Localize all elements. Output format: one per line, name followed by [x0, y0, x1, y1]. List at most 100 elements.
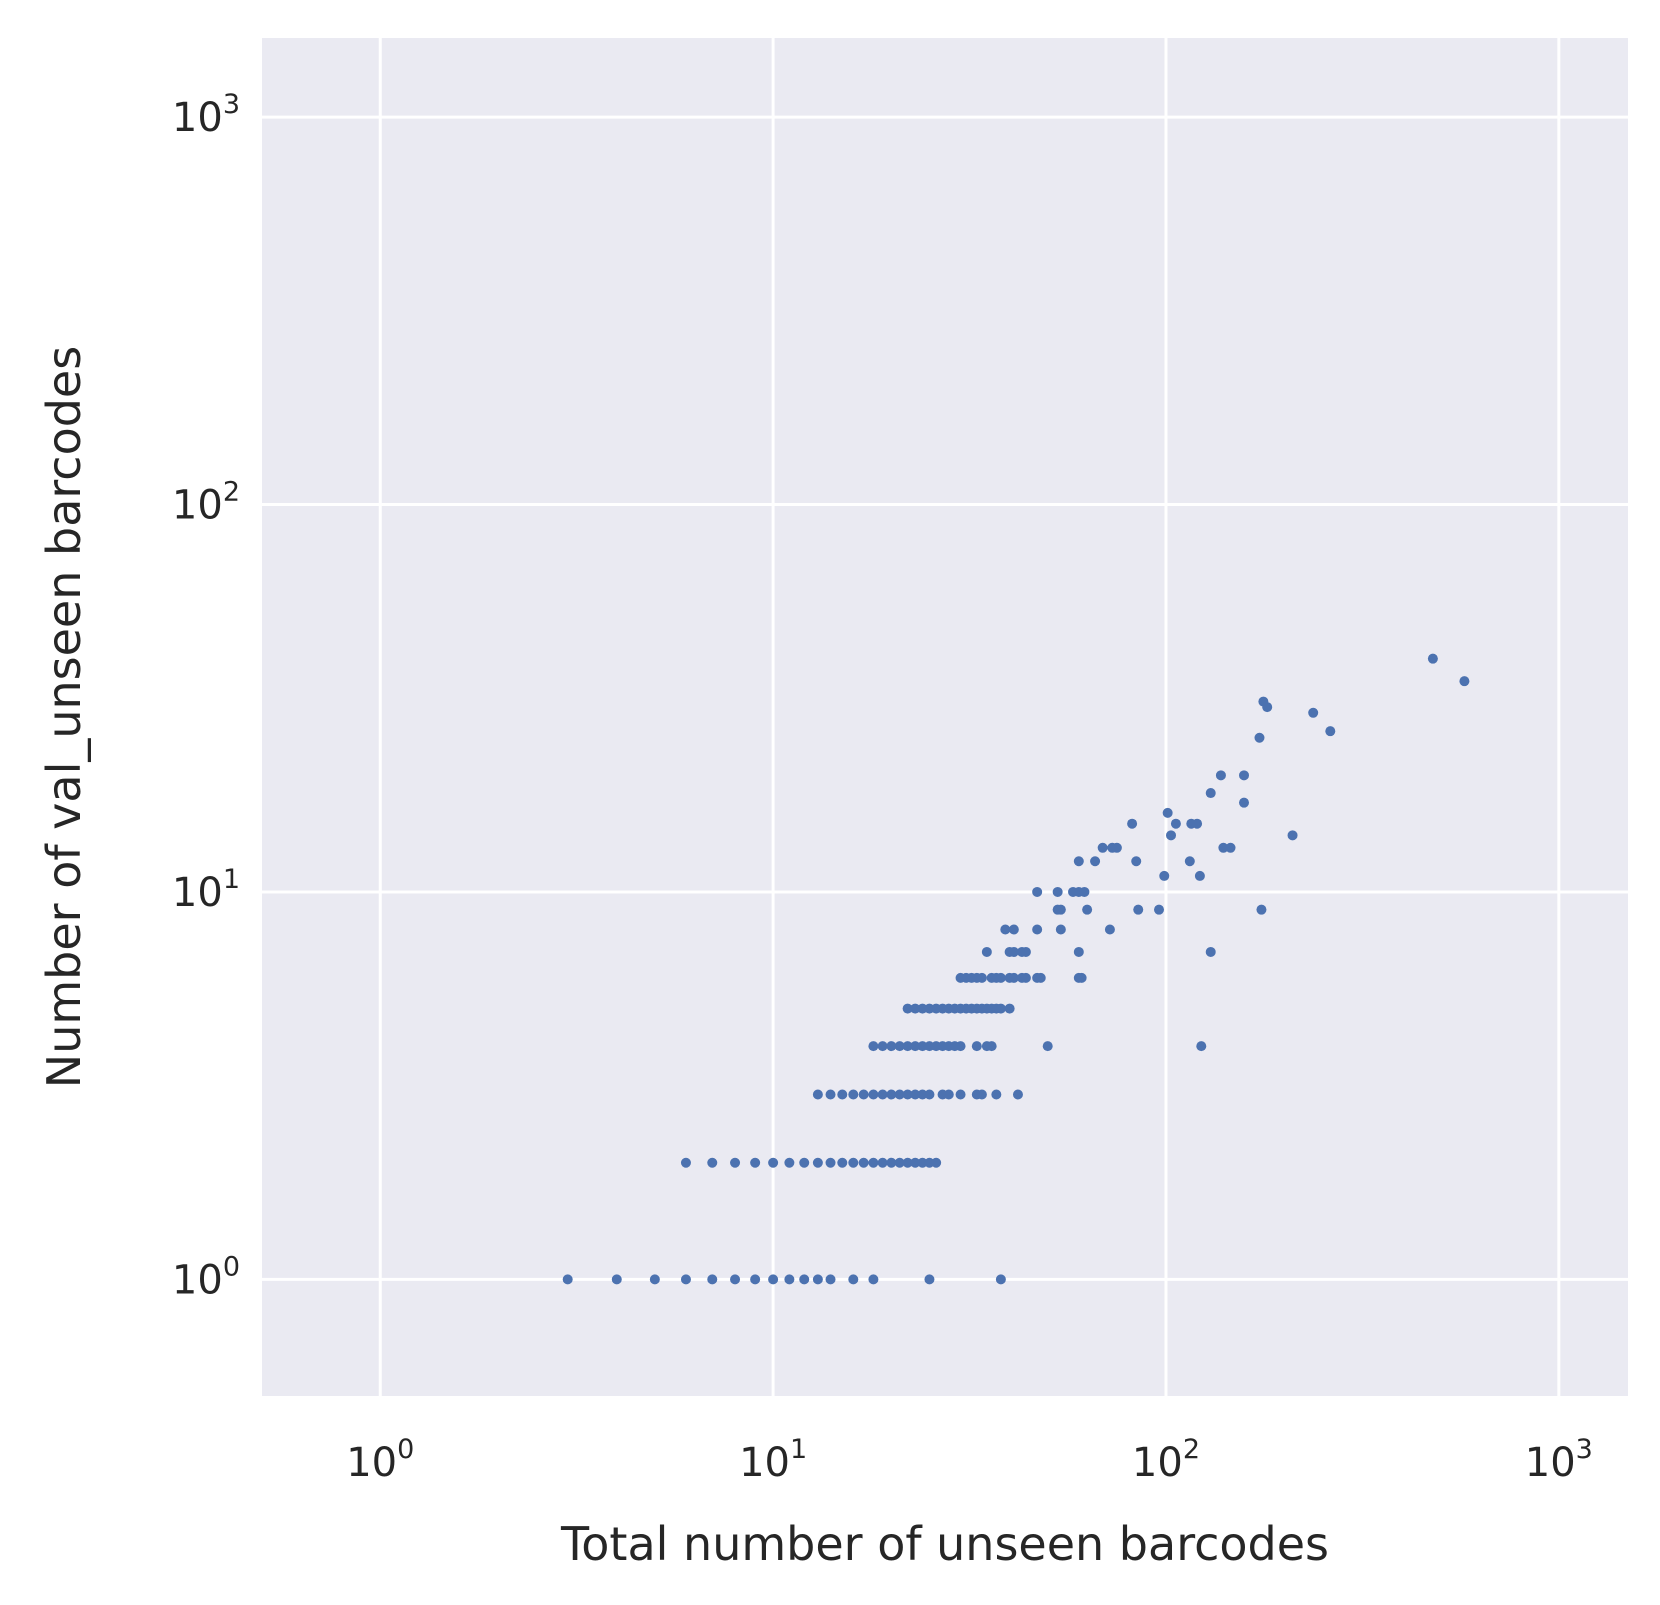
data-point: [837, 1089, 848, 1100]
data-point: [917, 1003, 928, 1014]
data-point: [1239, 797, 1250, 808]
data-point: [1225, 842, 1236, 853]
data-point: [995, 1274, 1006, 1285]
data-point: [902, 1089, 913, 1100]
data-point: [886, 1157, 897, 1168]
data-point: [910, 1003, 921, 1014]
data-point: [1287, 830, 1298, 841]
data-point: [1133, 904, 1144, 915]
tick-base: 10: [1525, 1440, 1576, 1486]
data-point: [910, 1041, 921, 1052]
data-point: [894, 1157, 905, 1168]
tick-base: 10: [346, 1440, 397, 1486]
data-point: [1256, 904, 1267, 915]
plot-background: [262, 38, 1628, 1396]
data-point: [750, 1274, 761, 1285]
data-point: [877, 1089, 888, 1100]
data-point: [924, 1274, 935, 1285]
data-point: [848, 1089, 859, 1100]
data-point: [768, 1157, 779, 1168]
data-point: [1090, 856, 1101, 867]
tick-base: 10: [739, 1440, 790, 1486]
x-tick-label: 103: [1525, 1434, 1593, 1486]
data-point: [1325, 726, 1336, 737]
data-point: [812, 1089, 823, 1100]
data-point: [1111, 842, 1122, 853]
data-point: [1239, 770, 1250, 781]
data-point: [730, 1157, 741, 1168]
tick-exponent: 2: [223, 477, 240, 508]
data-point: [1008, 972, 1019, 983]
data-point: [894, 1089, 905, 1100]
data-point: [680, 1274, 691, 1285]
data-point: [858, 1089, 869, 1100]
x-tick-labels: 100 101 102 103: [346, 1434, 1593, 1486]
data-point: [1055, 924, 1066, 935]
tick-exponent: 2: [1183, 1434, 1200, 1465]
data-point: [902, 1003, 913, 1014]
tick-exponent: 1: [790, 1434, 807, 1465]
data-point: [837, 1157, 848, 1168]
data-point: [917, 1089, 928, 1100]
data-point: [1196, 1041, 1207, 1052]
data-point: [1052, 886, 1063, 897]
data-point: [894, 1041, 905, 1052]
data-point: [784, 1274, 795, 1285]
data-point: [1254, 732, 1265, 743]
data-point: [976, 972, 987, 983]
y-tick-label: 100: [172, 1251, 240, 1303]
tick-exponent: 0: [223, 1251, 240, 1282]
data-point: [562, 1274, 573, 1285]
x-tick-label: 100: [346, 1434, 414, 1486]
data-point: [886, 1041, 897, 1052]
tick-exponent: 1: [223, 864, 240, 895]
data-point: [1097, 842, 1108, 853]
data-point: [848, 1157, 859, 1168]
data-point: [910, 1089, 921, 1100]
data-point: [877, 1157, 888, 1168]
data-point: [976, 1089, 987, 1100]
data-point: [1192, 818, 1203, 829]
tick-base: 10: [172, 870, 223, 916]
data-point: [1166, 830, 1177, 841]
data-point: [971, 1041, 982, 1052]
data-point: [730, 1274, 741, 1285]
tick-base: 10: [1132, 1440, 1183, 1486]
data-point: [1170, 818, 1181, 829]
data-point: [1131, 856, 1142, 867]
data-point: [931, 1157, 942, 1168]
data-point: [1076, 972, 1087, 983]
data-point: [1008, 946, 1019, 957]
data-point: [886, 1089, 897, 1100]
data-points: [562, 653, 1470, 1285]
data-point: [917, 1041, 928, 1052]
data-point: [1008, 924, 1019, 935]
data-point: [995, 1003, 1006, 1014]
data-point: [868, 1089, 879, 1100]
data-point: [1184, 856, 1195, 867]
x-tick-label: 101: [739, 1434, 807, 1486]
data-point: [812, 1157, 823, 1168]
data-point: [1000, 924, 1011, 935]
data-point: [1012, 1089, 1023, 1100]
tick-exponent: 3: [223, 89, 240, 120]
data-point: [955, 1041, 966, 1052]
data-point: [1162, 807, 1173, 818]
data-point: [1020, 946, 1031, 957]
data-point: [955, 1089, 966, 1100]
data-point: [868, 1157, 879, 1168]
data-point: [943, 1089, 954, 1100]
data-point: [1308, 707, 1319, 718]
data-point: [1154, 904, 1165, 915]
data-point: [995, 972, 1006, 983]
data-point: [1073, 856, 1084, 867]
data-point: [1215, 770, 1226, 781]
data-point: [1032, 886, 1043, 897]
y-axis-label: Number of val_unseen barcodes: [37, 346, 91, 1088]
tick-base: 10: [172, 1257, 223, 1303]
data-point: [991, 1089, 1002, 1100]
x-axis-label: Total number of unseen barcodes: [560, 1517, 1329, 1571]
x-tick-label: 102: [1132, 1434, 1200, 1486]
data-point: [1020, 972, 1031, 983]
